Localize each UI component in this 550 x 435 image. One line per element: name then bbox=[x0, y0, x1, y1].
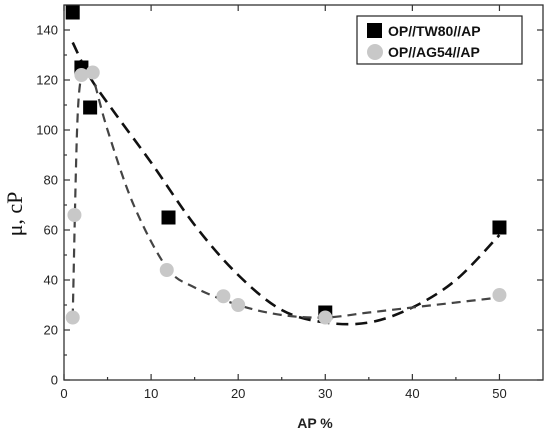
trend-lines bbox=[71, 41, 501, 326]
x-tick-label: 30 bbox=[318, 386, 332, 401]
x-axis-label: AP % bbox=[297, 415, 333, 431]
x-tick-label: 50 bbox=[492, 386, 506, 401]
legend-label-series-2: OP//AG54//AP bbox=[388, 44, 480, 60]
x-tick-label: 0 bbox=[60, 386, 67, 401]
legend-marker-circle bbox=[367, 44, 383, 60]
data-point-series-2 bbox=[216, 289, 231, 304]
y-tick-label: 40 bbox=[44, 273, 58, 288]
x-tick-label: 20 bbox=[231, 386, 245, 401]
trend-line-series-1 bbox=[71, 41, 501, 326]
data-point-series-2 bbox=[85, 65, 100, 80]
data-point-series-2 bbox=[74, 68, 89, 82]
y-tick-label: 0 bbox=[51, 373, 58, 388]
data-point-series-2 bbox=[318, 310, 333, 325]
y-tick-label: 120 bbox=[36, 73, 58, 88]
x-tick-label: 10 bbox=[144, 386, 158, 401]
y-tick-label: 80 bbox=[44, 173, 58, 188]
x-tick-label: 40 bbox=[405, 386, 419, 401]
y-tick-label: 20 bbox=[44, 323, 58, 338]
legend: OP//TW80//AP OP//AG54//AP bbox=[356, 15, 523, 65]
legend-box bbox=[356, 15, 523, 65]
data-point-series-1 bbox=[65, 5, 80, 20]
data-point-series-2 bbox=[65, 310, 80, 325]
data-point-series-1 bbox=[83, 100, 98, 115]
data-points bbox=[65, 5, 507, 325]
y-tick-label: 100 bbox=[36, 123, 58, 138]
y-axis-label: μ, cP bbox=[2, 192, 27, 237]
plot-frame bbox=[63, 4, 544, 381]
data-point-series-2 bbox=[159, 263, 174, 277]
legend-marker-square bbox=[367, 23, 382, 38]
data-point-series-1 bbox=[161, 210, 176, 225]
data-point-series-1 bbox=[492, 220, 507, 235]
data-point-series-2 bbox=[231, 298, 246, 312]
y-tick-label: 140 bbox=[36, 23, 58, 38]
data-point-series-2 bbox=[67, 208, 82, 222]
axes: 0 10 20 30 40 50 0 20 40 60 80 100 120 140 bbox=[36, 4, 544, 401]
legend-label-series-1: OP//TW80//AP bbox=[388, 23, 481, 39]
y-tick-label: 60 bbox=[44, 223, 58, 238]
data-point-series-2 bbox=[492, 288, 507, 302]
trend-line-series-2 bbox=[71, 68, 500, 319]
